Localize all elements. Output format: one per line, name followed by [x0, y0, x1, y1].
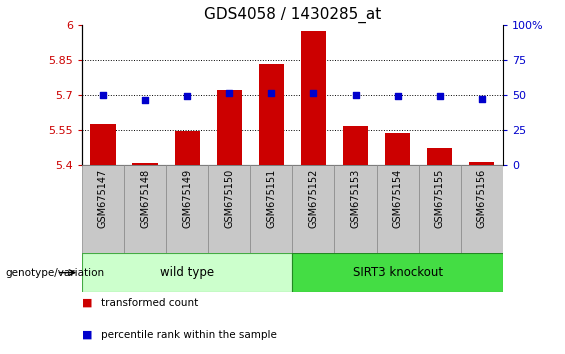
Text: ■: ■ — [82, 298, 93, 308]
Text: GSM675151: GSM675151 — [266, 169, 276, 228]
Text: GSM675154: GSM675154 — [393, 169, 403, 228]
Bar — [293, 253, 503, 292]
Text: wild type: wild type — [160, 266, 214, 279]
Text: transformed count: transformed count — [101, 298, 198, 308]
Bar — [419, 165, 461, 253]
Text: GSM675155: GSM675155 — [434, 169, 445, 228]
Bar — [166, 165, 208, 253]
Bar — [385, 133, 410, 165]
Point — [477, 96, 486, 102]
Point — [182, 93, 192, 99]
Text: GSM675152: GSM675152 — [308, 169, 319, 228]
Point — [435, 93, 444, 99]
Bar — [124, 165, 166, 253]
Point — [267, 91, 276, 96]
Bar — [376, 165, 419, 253]
Text: GSM675156: GSM675156 — [477, 169, 487, 228]
Bar — [461, 165, 503, 253]
Bar — [427, 148, 453, 165]
Bar — [343, 126, 368, 165]
Bar — [208, 165, 250, 253]
Bar — [82, 165, 124, 253]
Point — [98, 92, 107, 97]
Bar — [82, 253, 293, 292]
Text: GSM675150: GSM675150 — [224, 169, 234, 228]
Text: SIRT3 knockout: SIRT3 knockout — [353, 266, 443, 279]
Title: GDS4058 / 1430285_at: GDS4058 / 1430285_at — [204, 7, 381, 23]
Text: GSM675149: GSM675149 — [182, 169, 192, 228]
Point — [309, 91, 318, 96]
Point — [141, 97, 150, 103]
Text: GSM675148: GSM675148 — [140, 169, 150, 228]
Bar — [293, 165, 334, 253]
Bar — [90, 124, 116, 165]
Bar — [259, 64, 284, 165]
Text: percentile rank within the sample: percentile rank within the sample — [101, 330, 276, 339]
Bar — [216, 90, 242, 165]
Text: ■: ■ — [82, 330, 93, 339]
Bar — [175, 131, 200, 165]
Text: GSM675147: GSM675147 — [98, 169, 108, 228]
Point — [393, 93, 402, 99]
Text: GSM675153: GSM675153 — [350, 169, 360, 228]
Text: genotype/variation: genotype/variation — [6, 268, 105, 278]
Bar — [250, 165, 293, 253]
Bar — [301, 30, 326, 165]
Bar — [469, 162, 494, 165]
Point — [225, 91, 234, 96]
Point — [351, 92, 360, 97]
Bar — [132, 164, 158, 165]
Bar — [334, 165, 376, 253]
